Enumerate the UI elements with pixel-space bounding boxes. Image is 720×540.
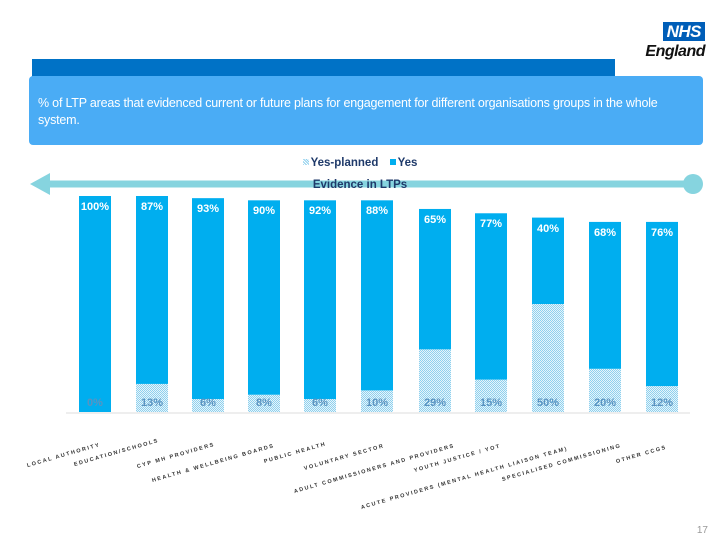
data-label-yes: 65%	[423, 213, 447, 226]
nhs-england-logo: NHS England	[645, 22, 705, 62]
data-label-yes-planned: 29%	[423, 397, 447, 409]
arrow-left-head-icon	[30, 173, 50, 195]
bar-yes	[79, 196, 111, 412]
bar-yes	[589, 221, 621, 369]
bar-yes-planned	[646, 386, 678, 412]
data-label-yes-planned: 15%	[479, 397, 503, 409]
data-label-yes-planned: 6%	[312, 397, 328, 409]
bar-yes	[646, 221, 678, 387]
data-label-yes: 88%	[365, 205, 389, 218]
bar-yes	[361, 200, 393, 391]
legend-item-yes: Yes	[389, 157, 417, 169]
bar-yes-planned	[304, 399, 336, 412]
chart-title: % of LTP areas that evidenced current or…	[29, 76, 703, 145]
bar-yes	[248, 200, 280, 395]
page-number: 17	[696, 525, 708, 536]
bar-yes-planned	[248, 394, 280, 412]
bar-yes	[532, 217, 564, 304]
bar-yes	[304, 200, 336, 400]
logo-england: England	[645, 43, 705, 60]
bar-yes-planned	[589, 368, 621, 412]
logo-nhs: NHS	[662, 22, 705, 41]
bar-yes-planned	[192, 399, 224, 412]
bar-yes-planned	[475, 379, 507, 412]
data-label-yes-planned: 8%	[256, 397, 272, 409]
arrow-label: Evidence in LTPs	[312, 179, 408, 191]
header-bar	[32, 59, 615, 77]
data-label-yes: 87%	[140, 201, 164, 213]
data-label-yes-planned: 12%	[650, 397, 674, 409]
data-label-yes-planned: 10%	[365, 397, 389, 409]
data-label-yes: 92%	[308, 205, 332, 218]
legend-swatch-yes	[389, 159, 396, 165]
data-label-yes-planned: 13%	[140, 397, 164, 409]
data-label-yes-planned: 50%	[536, 397, 560, 409]
data-label-yes: 68%	[593, 226, 617, 239]
bar-yes-planned	[361, 390, 393, 412]
bar-yes-planned	[136, 383, 168, 412]
data-label-yes: 77%	[479, 218, 503, 231]
bar-yes	[475, 213, 507, 380]
data-label-yes: 40%	[536, 222, 560, 235]
data-label-yes-planned: 20%	[593, 397, 617, 409]
data-label-yes: 100%	[80, 201, 110, 213]
data-label-yes-planned: 6%	[200, 397, 216, 409]
legend-item-planned: Yes-planned	[302, 157, 378, 169]
bar-yes	[419, 208, 451, 350]
bar-yes	[192, 198, 224, 400]
bar-yes-planned	[419, 349, 451, 412]
legend: Yes-planned Yes	[0, 157, 720, 169]
bar-yes	[136, 196, 168, 384]
bar-yes-planned	[532, 304, 564, 412]
arrow-end-circle-icon	[683, 174, 703, 194]
data-label-yes: 90%	[252, 205, 276, 218]
data-label-yes-planned: 0%	[87, 397, 103, 409]
data-label-yes: 76%	[650, 226, 674, 239]
legend-swatch-planned	[302, 159, 309, 165]
data-label-yes: 93%	[196, 203, 220, 216]
